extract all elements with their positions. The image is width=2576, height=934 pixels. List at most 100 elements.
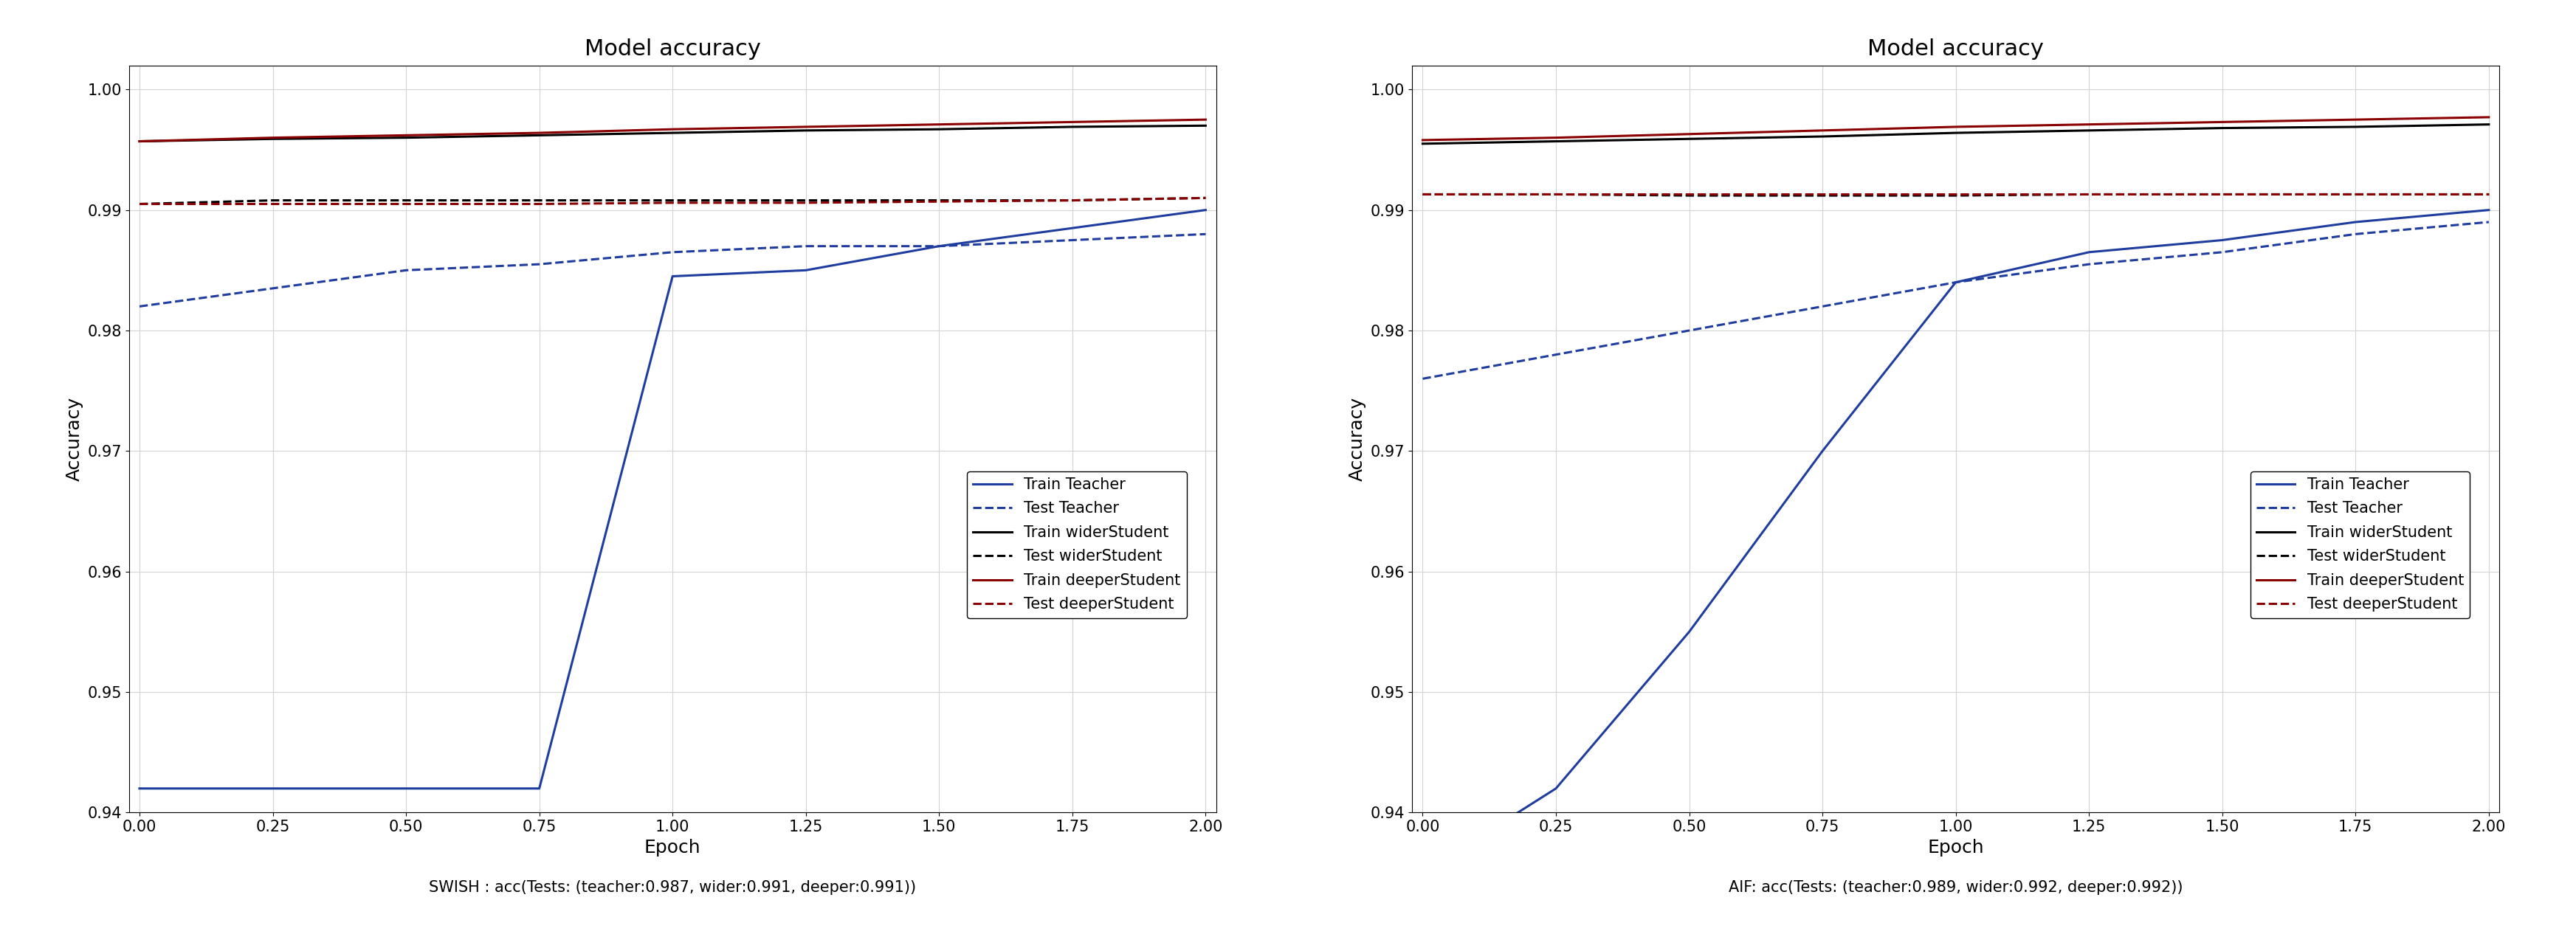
Line: Train widerStudent: Train widerStudent <box>139 126 1206 141</box>
Train Teacher <box>2473 205 2504 216</box>
Test widerStudent <box>124 198 155 209</box>
Train Teacher <box>1190 205 1221 216</box>
Test widerStudent <box>922 195 953 206</box>
Train Teacher <box>1674 626 1705 637</box>
Train Teacher <box>392 783 422 794</box>
Test Teacher <box>1190 229 1221 240</box>
Train deeperStudent <box>2205 117 2236 128</box>
Test deeperStudent <box>2473 189 2504 200</box>
X-axis label: Epoch: Epoch <box>644 839 701 856</box>
Test widerStudent <box>1674 190 1705 201</box>
Train widerStudent <box>791 125 822 136</box>
Test deeperStudent <box>1406 189 1437 200</box>
Test Teacher <box>1940 276 1971 288</box>
X-axis label: Epoch: Epoch <box>1927 839 1984 856</box>
Train deeperStudent <box>258 132 289 143</box>
Train widerStudent <box>2473 119 2504 130</box>
Line: Test Teacher: Test Teacher <box>139 234 1206 306</box>
Train Teacher <box>1940 276 1971 288</box>
Train deeperStudent <box>1806 125 1837 136</box>
Line: Train Teacher: Train Teacher <box>1422 210 2488 873</box>
Test deeperStudent <box>2074 189 2105 200</box>
Test widerStudent <box>1806 190 1837 201</box>
Train Teacher <box>1406 868 1437 879</box>
Test deeperStudent <box>1674 189 1705 200</box>
Train widerStudent <box>1940 127 1971 138</box>
Train deeperStudent <box>1406 134 1437 146</box>
Train widerStudent <box>2339 121 2370 133</box>
Test widerStudent <box>2339 189 2370 200</box>
Line: Train deeperStudent: Train deeperStudent <box>139 120 1206 141</box>
Train deeperStudent <box>922 119 953 130</box>
Test deeperStudent <box>2339 189 2370 200</box>
Title: Model accuracy: Model accuracy <box>1868 38 2043 60</box>
Test widerStudent <box>1540 189 1571 200</box>
Test Teacher <box>258 283 289 294</box>
Train widerStudent <box>1674 134 1705 145</box>
Test Teacher <box>2074 259 2105 270</box>
Train Teacher <box>1056 222 1087 234</box>
Test deeperStudent <box>392 198 422 209</box>
Test deeperStudent <box>523 198 554 209</box>
Line: Test widerStudent: Test widerStudent <box>139 198 1206 204</box>
Test deeperStudent <box>791 197 822 208</box>
Test widerStudent <box>2205 189 2236 200</box>
Test widerStudent <box>1190 192 1221 204</box>
Train Teacher <box>258 783 289 794</box>
Train widerStudent <box>1406 138 1437 149</box>
Test widerStudent <box>1406 189 1437 200</box>
Title: Model accuracy: Model accuracy <box>585 38 760 60</box>
Train Teacher <box>1540 783 1571 794</box>
Line: Test deeperStudent: Test deeperStudent <box>139 198 1206 204</box>
Train Teacher <box>2205 234 2236 246</box>
Train deeperStudent <box>2339 114 2370 125</box>
Train Teacher <box>922 241 953 252</box>
Test Teacher <box>1806 301 1837 312</box>
Test widerStudent <box>523 195 554 206</box>
Train widerStudent <box>922 123 953 134</box>
Legend: Train Teacher, Test Teacher, Train widerStudent, Test widerStudent, Train deeper: Train Teacher, Test Teacher, Train wider… <box>966 471 1188 618</box>
Train widerStudent <box>392 132 422 143</box>
Test Teacher <box>392 264 422 276</box>
Line: Train deeperStudent: Train deeperStudent <box>1422 117 2488 140</box>
Test widerStudent <box>2074 189 2105 200</box>
Test Teacher <box>791 241 822 252</box>
Test deeperStudent <box>922 196 953 207</box>
Y-axis label: Accuracy: Accuracy <box>64 397 82 481</box>
Train widerStudent <box>1056 121 1087 133</box>
Text: SWISH : acc(Tests: (teacher:0.987, wider:0.991, deeper:0.991)): SWISH : acc(Tests: (teacher:0.987, wider… <box>428 880 917 895</box>
Line: Test widerStudent: Test widerStudent <box>1422 194 2488 195</box>
Train deeperStudent <box>1056 117 1087 128</box>
Y-axis label: Accuracy: Accuracy <box>1347 397 1365 481</box>
Test Teacher <box>1056 234 1087 246</box>
Train deeperStudent <box>2074 119 2105 130</box>
Test widerStudent <box>657 195 688 206</box>
Line: Train Teacher: Train Teacher <box>139 210 1206 788</box>
Test deeperStudent <box>1806 189 1837 200</box>
Test widerStudent <box>258 195 289 206</box>
Test widerStudent <box>392 195 422 206</box>
Test widerStudent <box>1056 195 1087 206</box>
Test deeperStudent <box>1540 189 1571 200</box>
Test Teacher <box>1540 349 1571 361</box>
Test deeperStudent <box>1056 195 1087 206</box>
Test deeperStudent <box>1190 192 1221 204</box>
Legend: Train Teacher, Test Teacher, Train widerStudent, Test widerStudent, Train deeper: Train Teacher, Test Teacher, Train wider… <box>2249 471 2470 618</box>
Test Teacher <box>1674 325 1705 336</box>
Train deeperStudent <box>1540 132 1571 143</box>
Train widerStudent <box>1540 135 1571 147</box>
Line: Test Teacher: Test Teacher <box>1422 222 2488 378</box>
Train deeperStudent <box>1674 129 1705 140</box>
Train deeperStudent <box>1940 121 1971 133</box>
Test Teacher <box>2339 229 2370 240</box>
Train Teacher <box>124 783 155 794</box>
Test Teacher <box>1406 373 1437 384</box>
Test widerStudent <box>791 195 822 206</box>
Train widerStudent <box>2205 122 2236 134</box>
Train deeperStudent <box>1190 114 1221 125</box>
Train deeperStudent <box>124 135 155 147</box>
Test deeperStudent <box>258 198 289 209</box>
Train Teacher <box>2339 217 2370 228</box>
Train Teacher <box>791 264 822 276</box>
Test deeperStudent <box>1940 189 1971 200</box>
